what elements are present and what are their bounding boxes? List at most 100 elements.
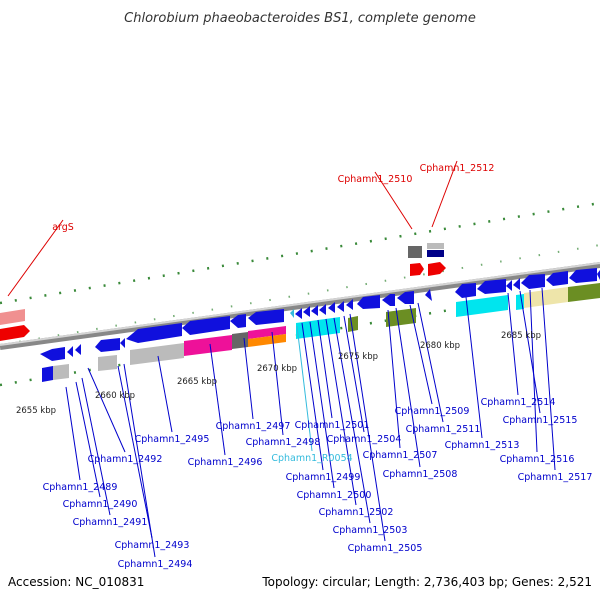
gene-label-cphamn1-2500: Cphamn1_2500 [297,490,372,501]
genome-backbone [0,262,600,350]
gene-arrow-2499 [295,308,302,319]
gene-arrow-2509 [397,291,414,304]
gene-arrow-2517a [521,274,545,289]
gene-arrow-2502 [319,304,326,315]
gene-arrow-edge [597,270,600,280]
gene-arrow-2501 [311,305,318,316]
gene-arrow-R0054 [290,309,294,318]
label-line-cphamn1-2489 [65,386,81,481]
label-line-cphamn1-2502 [325,318,357,506]
gene-arrow-2513 [455,283,476,298]
gene-2510-box [408,246,422,258]
gene-label-cphamn1-2511: Cphamn1_2511 [406,424,481,435]
gene-arrow-2517b [546,271,568,286]
gene-arrow-2498 [248,309,284,325]
label-line-cphamn1-2498 [271,331,284,436]
tick-label-2685-kbp: 2685 kbp [501,331,541,341]
gene-box-2505 [348,316,358,332]
tick-label-2680-kbp: 2680 kbp [420,341,460,351]
gene-2512-arrow [428,262,446,276]
label-line-cphamn1-2512 [431,160,458,228]
gene-arrow-2500 [303,306,310,317]
label-line-cphamn1-2503 [333,317,371,524]
gene-label-cphamn1-2489: Cphamn1_2489 [43,482,118,493]
gene-box-2516 [524,287,568,308]
tick-label-2660-kbp: 2660 kbp [95,391,135,401]
gene-label-cphamn1-2510: Cphamn1_2510 [338,174,413,185]
gene-2510-arrow [410,263,424,276]
gene-arrow-2504 [337,301,344,312]
gene-label-cphamn1-2495: Cphamn1_2495 [135,434,210,445]
gene-arrow-2493 [120,338,125,348]
gene-box-2497 [232,332,248,349]
label-line-cphamn1-2493 [117,365,153,539]
gene-label-cphamn1-r0054: Cphamn1_R0054 [271,453,352,464]
label-line-cphamn1-2494 [123,363,156,558]
label-line-cphamn1-2500 [309,321,335,489]
gene-arrow-2503 [328,302,335,313]
gene-arrow-2496 [182,316,230,335]
gene-box-2495 [130,343,184,365]
gene-label-cphamn1-2508: Cphamn1_2508 [383,469,458,480]
gene-box-2492 [98,355,117,371]
gene-box-2498b [248,334,286,347]
gene-2512-top [427,243,444,249]
gene-arrow-2517c [569,268,597,283]
gene-label-cphamn1-2501: Cphamn1_2501 [295,420,370,431]
label-line-cphamn1-2511 [417,302,444,423]
tick-label-2675-kbp: 2675 kbp [338,352,378,362]
gene-label-cphamn1-2515: Cphamn1_2515 [503,415,578,426]
label-line-cphamn1-2509 [409,304,433,405]
gene-box-2489 [42,366,53,382]
gene-label-cphamn1-2516: Cphamn1_2516 [500,454,575,465]
gene-argS-box [0,309,25,325]
gene-arrow-2515 [506,280,512,291]
gene-label-cphamn1-2492: Cphamn1_2492 [88,454,163,465]
gene-label-cphamn1-2493: Cphamn1_2493 [115,540,190,551]
gene-arrow-2507 [357,295,380,309]
gene-label-cphamn1-2517: Cphamn1_2517 [518,472,593,483]
label-line-cphamn1-2510 [374,171,413,230]
gene-arrow-2491 [75,344,81,355]
label-line-cphamn1-2513 [465,296,483,439]
gene-label-cphamn1-2503: Cphamn1_2503 [333,525,408,536]
gene-arrow-2492 [95,338,120,352]
gene-label-cphamn1-2507: Cphamn1_2507 [363,450,438,461]
gene-box-2496 [184,335,232,356]
gene-arrow-2490 [67,346,73,357]
gene-arrow-2489 [40,347,65,361]
tick-label-2655-kbp: 2655 kbp [16,406,56,416]
label-line-cphamn1-2508 [395,307,421,468]
backbone-shadow [0,262,600,350]
gene-box-2490 [53,364,69,380]
label-line-cphamn1-2501 [317,319,333,419]
gene-arrow-2505 [346,299,353,310]
gene-labels: argS Cphamn1_2510 Cphamn1_2512 Cphamn1_2489… [43,163,593,570]
label-line-cphamn1-2491 [81,377,111,516]
gene-arrow-2514 [477,279,506,294]
gene-label-cphamn1-2512: Cphamn1_2512 [420,163,495,174]
gene-argS-arrow [0,325,30,341]
accession-text: Accession: NC_010831 [8,575,144,589]
label-line-cphamn1-2497 [243,337,254,420]
label-line-cphamn1-2499 [301,322,324,471]
gene-arrow-2495 [126,323,182,343]
label-line-cphamn1-2495 [157,355,173,433]
tick-label-2670-kbp: 2670 kbp [257,364,297,374]
gene-arrow-2511 [425,289,432,301]
label-line-cphamn1-2517 [541,287,556,471]
gene-box-2513 [456,295,508,317]
label-line-cphamn1-2505 [349,313,386,542]
label-line-args [7,219,64,297]
gene-label-cphamn1-2494: Cphamn1_2494 [118,559,193,570]
coordinate-ticks: 2655 kbp 2660 kbp 2665 kbp 2670 kbp 2675 kbp… [16,331,541,416]
label-line-cphamn1-2516 [529,289,538,453]
gene-label-cphamn1-2491: Cphamn1_2491 [73,517,148,528]
label-line-cphamn1-2504 [343,315,365,433]
backbone-highlight [0,262,600,346]
label-line-cphamn1-2496 [209,343,226,456]
guide-dots [0,201,600,387]
gene-label-cphamn1-2490: Cphamn1_2490 [63,499,138,510]
